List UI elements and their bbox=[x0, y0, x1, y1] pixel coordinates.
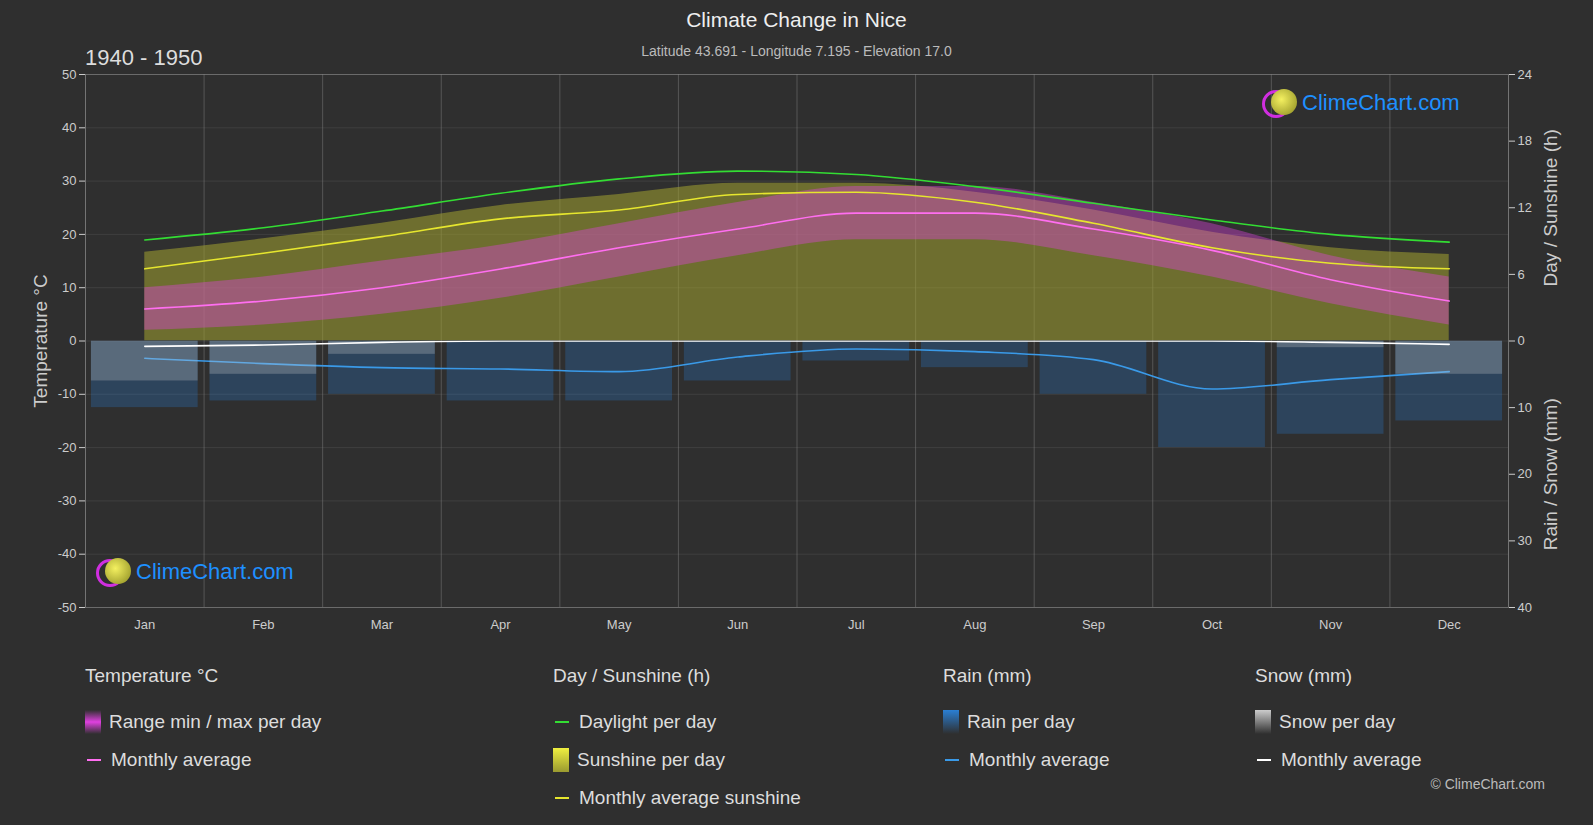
svg-text:-40: -40 bbox=[58, 546, 77, 561]
svg-text:30: 30 bbox=[1518, 533, 1532, 548]
svg-text:-20: -20 bbox=[58, 440, 77, 455]
svg-text:12: 12 bbox=[1518, 200, 1532, 215]
html-text:ClimeChart.com: ClimeChart.com bbox=[136, 559, 294, 584]
svg-text:6: 6 bbox=[1518, 267, 1525, 282]
html-text:Snow per day: Snow per day bbox=[1279, 711, 1396, 732]
svg-text:-30: -30 bbox=[58, 493, 77, 508]
svg-text:Oct: Oct bbox=[1202, 617, 1223, 632]
html-text:Rain per day: Rain per day bbox=[967, 711, 1075, 732]
svg-text:Jul: Jul bbox=[848, 617, 865, 632]
svg-text:Jan: Jan bbox=[134, 617, 155, 632]
svg-text:Day / Sunshine (h): Day / Sunshine (h) bbox=[1540, 129, 1561, 286]
svg-text:May: May bbox=[607, 617, 632, 632]
html-text:Monthly average: Monthly average bbox=[969, 749, 1110, 770]
svg-text:20: 20 bbox=[62, 227, 76, 242]
html-text:Snow (mm): Snow (mm) bbox=[1255, 665, 1353, 686]
svg-text:Apr: Apr bbox=[490, 617, 511, 632]
html-text:Temperature °C: Temperature °C bbox=[85, 665, 219, 686]
html-text:ClimeChart.com: ClimeChart.com bbox=[1302, 90, 1460, 115]
svg-text:-50: -50 bbox=[58, 600, 77, 615]
svg-text:Dec: Dec bbox=[1438, 617, 1462, 632]
svg-text:Aug: Aug bbox=[963, 617, 986, 632]
svg-text:Temperature °C: Temperature °C bbox=[30, 274, 51, 407]
svg-text:Sep: Sep bbox=[1082, 617, 1105, 632]
html-text:Monthly average sunshine: Monthly average sunshine bbox=[579, 787, 801, 808]
html-text:Latitude 43.691 - Longitude 7.: Latitude 43.691 - Longitude 7.195 - Elev… bbox=[641, 43, 952, 59]
svg-text:20: 20 bbox=[1518, 466, 1532, 481]
svg-text:-10: -10 bbox=[58, 386, 77, 401]
svg-text:50: 50 bbox=[62, 67, 76, 82]
html-text:Climate Change in Nice: Climate Change in Nice bbox=[686, 8, 907, 31]
svg-text:Rain / Snow (mm): Rain / Snow (mm) bbox=[1540, 398, 1561, 550]
html-text:© ClimeChart.com: © ClimeChart.com bbox=[1430, 776, 1545, 792]
html-text:Sunshine per day: Sunshine per day bbox=[577, 749, 725, 770]
html-text:Monthly average: Monthly average bbox=[1281, 749, 1422, 770]
html-text:Day / Sunshine (h): Day / Sunshine (h) bbox=[553, 665, 711, 686]
html-text:Monthly average: Monthly average bbox=[111, 749, 252, 770]
html-text:Rain (mm): Rain (mm) bbox=[943, 665, 1032, 686]
svg-text:18: 18 bbox=[1518, 133, 1532, 148]
svg-text:0: 0 bbox=[69, 333, 76, 348]
svg-text:40: 40 bbox=[1518, 600, 1532, 615]
svg-text:30: 30 bbox=[62, 173, 76, 188]
svg-text:0: 0 bbox=[1518, 333, 1525, 348]
html-text:1940 - 1950: 1940 - 1950 bbox=[85, 45, 203, 70]
svg-text:10: 10 bbox=[1518, 400, 1532, 415]
svg-text:Jun: Jun bbox=[727, 617, 748, 632]
svg-text:40: 40 bbox=[62, 120, 76, 135]
html-text:Range min / max per day: Range min / max per day bbox=[109, 711, 322, 732]
svg-text:Feb: Feb bbox=[252, 617, 274, 632]
svg-text:24: 24 bbox=[1518, 67, 1532, 82]
svg-text:Nov: Nov bbox=[1319, 617, 1343, 632]
svg-text:Mar: Mar bbox=[371, 617, 394, 632]
html-text:Daylight per day: Daylight per day bbox=[579, 711, 717, 732]
svg-text:10: 10 bbox=[62, 280, 76, 295]
